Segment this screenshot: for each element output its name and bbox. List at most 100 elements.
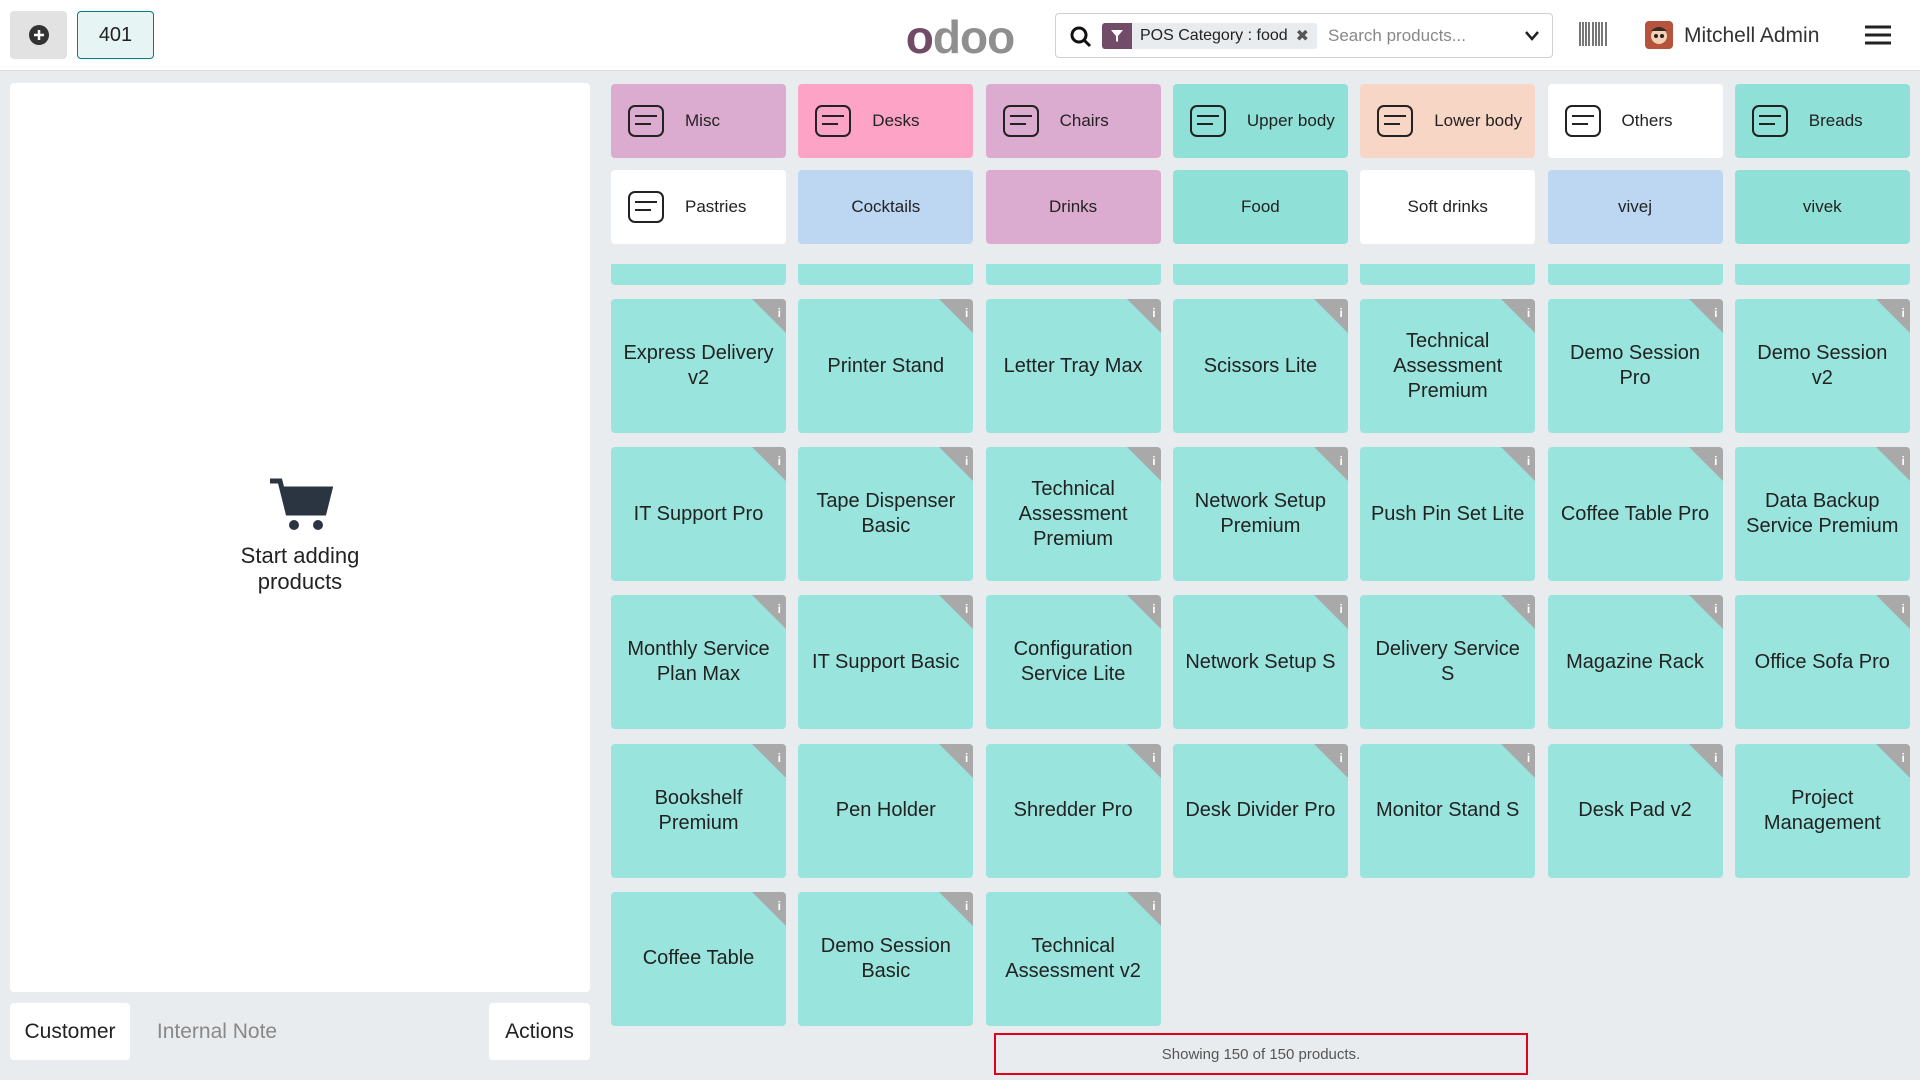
info-corner[interactable] bbox=[1688, 595, 1723, 630]
info-corner[interactable] bbox=[1688, 299, 1723, 333]
barcode-icon[interactable] bbox=[1578, 22, 1608, 46]
product-tile[interactable]: IT Support Pro i bbox=[611, 447, 786, 582]
product-tile[interactable]: Express Delivery v2 i bbox=[611, 299, 786, 433]
info-corner[interactable] bbox=[1875, 447, 1910, 482]
add-order-button[interactable] bbox=[10, 11, 67, 59]
dropdown-icon[interactable] bbox=[1524, 30, 1540, 42]
category-tile[interactable]: Breads bbox=[1734, 84, 1910, 158]
search-placeholder[interactable]: Search products... bbox=[1328, 26, 1466, 45]
product-tile[interactable]: Desk Pad v2 i bbox=[1547, 743, 1723, 878]
category-tile[interactable]: Drinks bbox=[985, 170, 1161, 244]
product-tile[interactable]: Demo Session v2 i bbox=[1734, 299, 1910, 433]
search-box[interactable]: POS Category : food ✖ Search products... bbox=[1055, 13, 1553, 58]
product-tile[interactable]: Pen Holder i bbox=[798, 743, 974, 878]
product-name: Demo Session Basic bbox=[820, 934, 951, 982]
remove-filter[interactable]: ✖ bbox=[1295, 28, 1310, 45]
product-tile[interactable]: Technical Assessment Premium i bbox=[985, 447, 1161, 582]
info-corner[interactable] bbox=[752, 891, 786, 926]
info-corner[interactable] bbox=[1313, 299, 1348, 333]
info-corner[interactable] bbox=[752, 595, 786, 630]
product-tile[interactable]: Push Pin Set Lite i bbox=[1360, 447, 1536, 582]
category-tile[interactable]: Soft drinks bbox=[1360, 170, 1536, 244]
product-tile[interactable]: Network Setup S i bbox=[1172, 595, 1348, 730]
category-tile[interactable]: Upper body bbox=[1172, 84, 1348, 158]
order-button[interactable]: Internal Note bbox=[141, 1003, 293, 1060]
product-tile[interactable]: Letter Tray Max i bbox=[985, 299, 1161, 433]
info-corner[interactable] bbox=[1126, 299, 1161, 333]
product-tile[interactable]: Scissors Lite i bbox=[1172, 299, 1348, 433]
menu-icon[interactable] bbox=[1865, 24, 1891, 46]
info-corner[interactable] bbox=[1126, 447, 1161, 482]
order-button[interactable]: Customer bbox=[10, 1003, 130, 1060]
category-tile[interactable]: Chairs bbox=[985, 84, 1161, 158]
product-name: Bookshelf Premium bbox=[654, 786, 743, 834]
info-corner[interactable] bbox=[752, 447, 786, 482]
product-tile[interactable]: IT Support Basic i bbox=[798, 595, 974, 730]
info-corner[interactable] bbox=[752, 743, 786, 778]
info-corner[interactable] bbox=[939, 447, 974, 482]
product-tile[interactable]: Monitor Stand S i bbox=[1360, 743, 1536, 878]
category-tile[interactable]: vivek bbox=[1734, 170, 1910, 244]
order-tab[interactable]: 401 bbox=[77, 11, 154, 59]
product-tile[interactable]: Printer Stand i bbox=[798, 299, 974, 433]
category-tile[interactable]: vivej bbox=[1547, 170, 1723, 244]
category-tile[interactable]: Desks bbox=[798, 84, 974, 158]
category-tile[interactable]: Lower body bbox=[1360, 84, 1536, 158]
info-corner[interactable] bbox=[1126, 595, 1161, 630]
product-tile[interactable]: Bookshelf Premium i bbox=[611, 743, 786, 878]
product-tile[interactable]: Delivery Service S i bbox=[1360, 595, 1536, 730]
product-tile[interactable]: Network Setup Premium i bbox=[1172, 447, 1348, 582]
info-corner[interactable] bbox=[752, 299, 786, 333]
product-name: Magazine Rack bbox=[1566, 650, 1704, 673]
user-name[interactable]: Mitchell Admin bbox=[1684, 24, 1820, 47]
category-tile[interactable]: Pastries bbox=[611, 170, 786, 244]
info-corner[interactable] bbox=[1875, 743, 1910, 778]
info-corner[interactable] bbox=[1126, 743, 1161, 778]
product-name: Demo Session Pro bbox=[1569, 342, 1701, 389]
product-tile[interactable]: Technical Assessment Premium i bbox=[1360, 299, 1536, 433]
category-tile[interactable]: Cocktails bbox=[798, 170, 974, 244]
product-tile[interactable]: Technical Assessment v2 i bbox=[985, 891, 1161, 1026]
product-tile[interactable]: Coffee Table i bbox=[611, 891, 786, 1026]
info-corner[interactable] bbox=[1688, 447, 1723, 482]
info-corner[interactable] bbox=[939, 299, 974, 333]
category-icon bbox=[628, 105, 664, 137]
product-name: Technical Assessment Premium bbox=[1018, 477, 1128, 550]
avatar[interactable] bbox=[1645, 21, 1673, 49]
info-corner[interactable] bbox=[1501, 595, 1536, 630]
info-corner[interactable] bbox=[1875, 595, 1910, 630]
product-tile[interactable]: Data Backup Service Premium i bbox=[1734, 447, 1910, 582]
product-tile[interactable]: Demo Session Basic i bbox=[798, 891, 974, 1026]
info-corner[interactable] bbox=[1688, 743, 1723, 778]
product-tile[interactable]: Monthly Service Plan Max i bbox=[611, 595, 786, 730]
product-tile[interactable]: Tape Dispenser Basic i bbox=[798, 447, 974, 582]
order-button[interactable]: Actions bbox=[489, 1003, 590, 1060]
category-tile[interactable]: Others bbox=[1547, 84, 1723, 158]
product-tile[interactable]: Magazine Rack i bbox=[1547, 595, 1723, 730]
product-tile[interactable]: Shredder Pro i bbox=[985, 743, 1161, 878]
product-tile[interactable]: Coffee Table Pro i bbox=[1547, 447, 1723, 582]
info-corner[interactable] bbox=[1313, 743, 1348, 778]
product-tile[interactable]: Project Management i bbox=[1734, 743, 1910, 878]
product-tile[interactable]: Desk Divider Pro i bbox=[1172, 743, 1348, 878]
category-tile[interactable]: Misc bbox=[611, 84, 786, 158]
info-corner[interactable] bbox=[1313, 595, 1348, 630]
info-corner[interactable] bbox=[1501, 743, 1536, 778]
category-label: vivej bbox=[1617, 197, 1652, 216]
info-corner[interactable] bbox=[1313, 447, 1348, 482]
product-tile[interactable]: Demo Session Pro i bbox=[1547, 299, 1723, 433]
search-icon bbox=[1070, 26, 1092, 48]
info-corner[interactable] bbox=[1126, 891, 1161, 926]
product-tile[interactable]: Office Sofa Pro i bbox=[1734, 595, 1910, 730]
info-corner[interactable] bbox=[1501, 299, 1536, 333]
info-corner[interactable] bbox=[1501, 447, 1536, 482]
product-tile[interactable]: Configuration Service Lite i bbox=[985, 595, 1161, 730]
filter-icon bbox=[1102, 23, 1132, 49]
info-corner[interactable] bbox=[939, 891, 974, 926]
info-corner[interactable] bbox=[939, 743, 974, 778]
info-corner[interactable] bbox=[1875, 299, 1910, 333]
category-tile[interactable]: Food bbox=[1172, 170, 1348, 244]
info-corner[interactable] bbox=[939, 595, 974, 630]
category-icon bbox=[1377, 105, 1414, 137]
product-name: Delivery Service S bbox=[1375, 638, 1520, 686]
